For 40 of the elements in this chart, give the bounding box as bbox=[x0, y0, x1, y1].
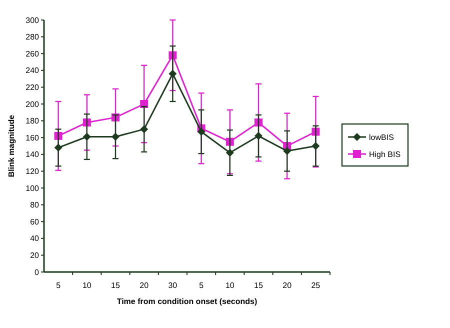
y-axis-title: Blink magnitude bbox=[7, 114, 16, 178]
y-tick-label: 240 bbox=[26, 66, 40, 76]
point bbox=[283, 147, 292, 156]
x-tick-label: 20 bbox=[140, 281, 150, 290]
x-tick-label: 5 bbox=[199, 281, 204, 290]
y-tick-label: 260 bbox=[26, 49, 40, 58]
y-tick-label: 0 bbox=[34, 268, 40, 277]
point bbox=[226, 148, 234, 157]
y-tick-label: 220 bbox=[26, 83, 40, 92]
x-tick-label: 20 bbox=[282, 281, 292, 290]
y-tick-label: 120 bbox=[26, 167, 40, 176]
x-tick-label: 15 bbox=[254, 281, 264, 290]
point bbox=[197, 128, 206, 136]
x-tick-label: 15 bbox=[111, 281, 120, 290]
point bbox=[54, 144, 62, 152]
y-tick-label: 300 bbox=[26, 16, 40, 25]
x-tick-label: 5 bbox=[56, 281, 62, 290]
point bbox=[82, 132, 91, 141]
y-tick-label: 80 bbox=[30, 200, 40, 210]
x-tick-label: 10 bbox=[225, 281, 235, 290]
x-axis-title: Time from condition onset (seconds) bbox=[116, 297, 258, 306]
y-tick-label: 60 bbox=[30, 217, 40, 226]
point bbox=[168, 70, 177, 78]
y-tick-label: 20 bbox=[30, 251, 40, 260]
y-tick-label: 140 bbox=[26, 150, 40, 160]
point bbox=[254, 132, 262, 140]
y-tick-label: 180 bbox=[26, 116, 40, 126]
y-tick-label: 40 bbox=[30, 234, 40, 244]
legend-label: lowBIS bbox=[369, 132, 394, 142]
legend-label: High BIS bbox=[369, 150, 401, 159]
point bbox=[140, 125, 148, 134]
x-tick-label: 25 bbox=[311, 281, 321, 290]
y-tick-label: 200 bbox=[26, 100, 40, 109]
y-tick-label: 160 bbox=[26, 133, 40, 142]
point bbox=[112, 132, 120, 141]
x-tick-label: 30 bbox=[168, 281, 178, 290]
x-tick-label: 10 bbox=[82, 281, 92, 290]
y-tick-label: 280 bbox=[26, 32, 40, 42]
point bbox=[312, 142, 320, 150]
y-tick-label: 100 bbox=[26, 184, 40, 193]
